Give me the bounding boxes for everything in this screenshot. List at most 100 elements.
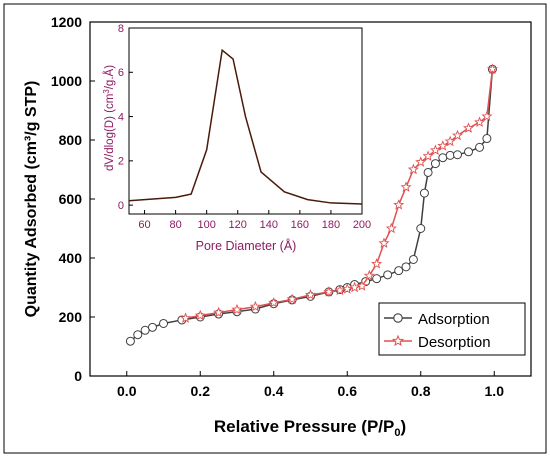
inset-x-tick-label: 140	[260, 219, 278, 231]
main-x-tick-label: 0.4	[264, 383, 284, 399]
main-desorption-point	[323, 286, 335, 297]
main-adsorption-point	[408, 254, 418, 264]
main-y-tick-label: 600	[59, 191, 83, 207]
main-desorption-point	[286, 293, 298, 305]
main-adsorption-point	[383, 270, 393, 280]
main-desorption-point	[385, 222, 397, 234]
main-desorption-point	[194, 309, 206, 321]
legend-desorption-label: Desorption	[418, 334, 491, 351]
main-desorption-point	[249, 300, 261, 312]
main-adsorption-point	[394, 266, 404, 276]
main-y-tick-label: 0	[74, 368, 82, 384]
main-desorption-point	[341, 283, 353, 294]
inset-x-tick-label: 60	[138, 219, 150, 231]
inset-x-tick-label: 160	[291, 219, 309, 231]
main-desorption-point	[429, 144, 441, 156]
main-adsorption-point	[464, 147, 474, 157]
main-x-ticks: 0.0 0.2 0.4 0.6 0.8 1.0	[117, 371, 504, 399]
main-y-ticks: 0 200 400 600 800 1000 1200	[51, 14, 95, 384]
inset-background	[129, 28, 362, 214]
main-adsorption-point	[147, 322, 157, 332]
main-y-tick-label: 1000	[51, 73, 82, 89]
inset-y-ticks: 0 2 4 6 8	[118, 23, 133, 212]
main-desorption-point	[393, 199, 405, 210]
inset-x-tick-label: 120	[229, 219, 247, 231]
main-adsorption-point	[140, 325, 150, 335]
main-desorption-point	[304, 289, 317, 300]
inset-y-tick-label: 2	[118, 156, 124, 168]
main-adsorption-point	[419, 188, 429, 198]
inset-x-tick-label: 100	[197, 219, 215, 231]
main-adsorption-point	[133, 330, 143, 340]
inset-x-tick-label: 200	[353, 219, 371, 231]
main-x-tick-label: 0.6	[338, 383, 358, 399]
main-desorption-point	[451, 129, 464, 141]
main-adsorption-point	[416, 224, 426, 233]
main-desorption-point	[378, 237, 390, 248]
main-adsorption-point	[401, 262, 411, 272]
main-adsorption-point	[430, 159, 440, 169]
main-adsorption-point	[445, 150, 455, 160]
main-desorption-point	[415, 156, 427, 167]
legend-adsorption-marker	[393, 313, 403, 323]
main-desorption-point	[363, 269, 375, 281]
inset-plot-frame	[128, 27, 363, 215]
main-desorption-point	[422, 150, 434, 161]
inset-y-axis-label-superscript: 3	[102, 89, 111, 94]
main-x-tick-label: 0.0	[117, 383, 137, 399]
inset-x-ticks: 60 80 100 120 140 160 180 200	[138, 210, 371, 231]
inset-y-axis-label-main: dV/dlog(D) (cm	[104, 94, 116, 171]
main-x-tick-label: 0.8	[411, 383, 431, 399]
main-desorption-point	[268, 297, 280, 308]
main-desorption-point	[400, 181, 412, 192]
main-adsorption-point	[475, 142, 485, 152]
main-x-tick-label: 1.0	[485, 383, 505, 399]
main-x-axis-label-main: Relative Pressure (P/P	[214, 417, 394, 436]
main-x-axis-label-close: )	[400, 417, 406, 436]
legend-desorption-marker	[391, 334, 405, 347]
main-desorption-point	[213, 306, 225, 318]
main-y-tick-label: 200	[59, 309, 83, 325]
inset-y-tick-label: 8	[118, 23, 124, 35]
inset-y-tick-label: 0	[118, 200, 124, 212]
main-x-axis-label: Relative Pressure (P/P0)	[214, 417, 406, 439]
main-desorption-point	[486, 63, 498, 74]
main-chart: 0.0 0.2 0.4 0.6 0.8 1.0 020040060080010001200…	[23, 14, 532, 439]
main-adsorption-point	[423, 167, 433, 177]
main-adsorption-point	[438, 153, 448, 163]
main-desorption-point	[444, 135, 456, 147]
main-adsorption-point	[482, 134, 492, 144]
inset-x-axis-label: Pore Diameter (Å)	[196, 238, 297, 253]
inset-series-0-line	[128, 48, 363, 205]
inset-y-tick-label: 4	[118, 111, 124, 123]
main-adsorption-point	[125, 336, 135, 346]
main-adsorption-point	[159, 318, 168, 328]
main-desorption-point	[356, 280, 368, 291]
inset-x-tick-label: 80	[169, 219, 181, 231]
legend-box	[378, 302, 526, 356]
main-desorption-point	[349, 281, 361, 293]
main-desorption-point	[334, 284, 346, 296]
main-y-axis-label: Quantity Adsorbed (cm³/g STP)	[23, 81, 40, 318]
main-desorption-point	[474, 116, 486, 128]
inset-x-tick-label: 180	[322, 219, 340, 231]
main-adsorption-point	[372, 274, 382, 284]
main-desorption-point	[437, 140, 449, 151]
inset-chart: 60 80 100 120 140 160 180 200 0 2 4 6 8 Pore Diamet…	[102, 23, 371, 253]
inset-y-axis-label-close: /g.Å)	[103, 65, 116, 89]
main-x-axis-label-subscript: 0	[394, 427, 400, 439]
main-y-tick-label: 800	[59, 132, 83, 148]
main-y-tick-label: 1200	[51, 14, 82, 30]
main-x-tick-label: 0.2	[191, 383, 211, 399]
inset-y-tick-label: 6	[118, 67, 124, 79]
main-desorption-point	[371, 258, 383, 269]
main-desorption-point	[231, 303, 243, 315]
main-legend: Adsorption Desorption	[378, 302, 526, 356]
main-y-tick-label: 400	[59, 250, 83, 266]
main-desorption-point	[462, 122, 475, 133]
inset-y-axis-label: dV/dlog(D) (cm3/g.Å)	[102, 65, 116, 171]
legend-adsorption-label: Adsorption	[418, 311, 490, 328]
inset-series	[128, 48, 363, 205]
main-adsorption-point	[453, 150, 462, 160]
